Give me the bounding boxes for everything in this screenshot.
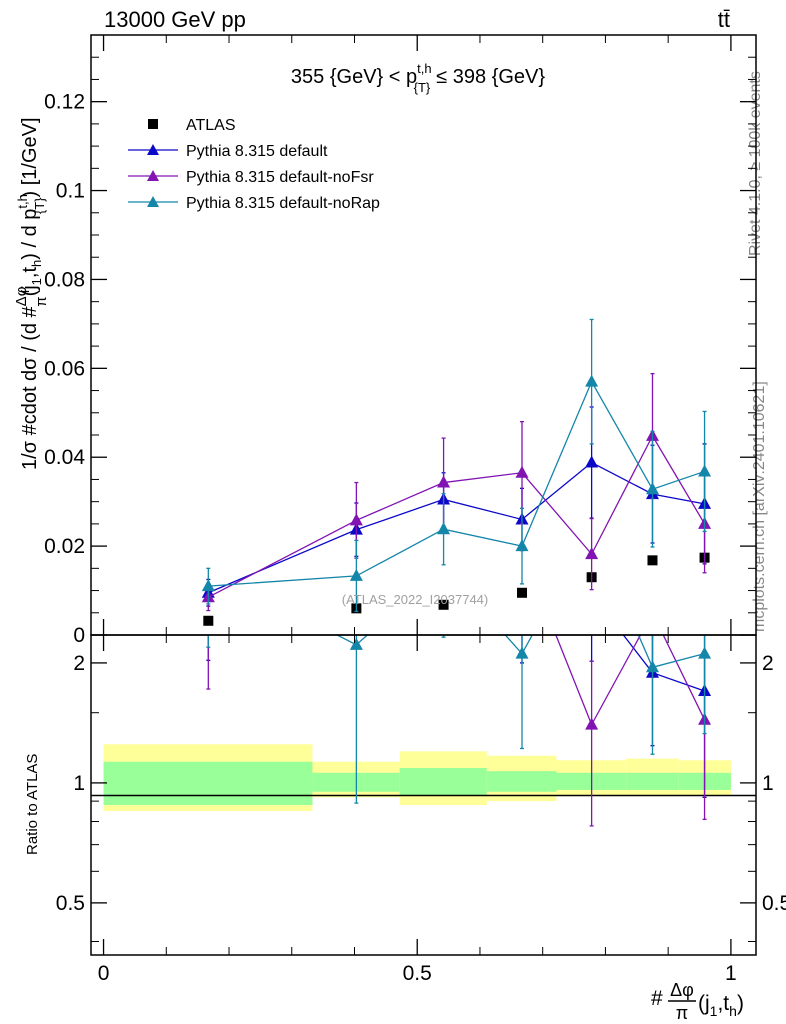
x-label-frac-den: π xyxy=(676,1003,688,1023)
header-left: 13000 GeV pp xyxy=(104,7,246,32)
x-tick-label-0: 0 xyxy=(98,962,110,985)
axes: 0 0.02 0.04 0.06 0.08 0.1 0.12 0.5 0.5 1 1 2 2 0 0.5 1 xyxy=(44,35,786,985)
y-tick-label-0: 0 xyxy=(73,624,85,647)
analysis-watermark: (ATLAS_2022_I2037744) xyxy=(342,592,488,607)
x-label-rest: (j1,th) xyxy=(698,992,744,1019)
x-tick-label-1: 0.5 xyxy=(403,962,432,985)
series-2-point-1 xyxy=(349,513,363,526)
ratio-tick-label-0: 0.5 xyxy=(56,892,85,915)
series-3-point-5 xyxy=(645,482,659,495)
x-axis-label: # Δφ π (j1,th) xyxy=(651,980,744,1023)
ratio-band-inner-5 xyxy=(626,772,679,790)
ratio-tick-label-right-0: 0.5 xyxy=(762,892,786,915)
y-tick-label-6: 0.12 xyxy=(44,91,85,114)
series-2-line xyxy=(208,434,706,598)
series-3-ratio-point-1 xyxy=(349,637,363,650)
series-3-point-4 xyxy=(585,374,599,387)
series-0-point-3 xyxy=(516,587,527,598)
legend-label-default: Pythia 8.315 default xyxy=(186,143,328,160)
x-tick-label-2: 1 xyxy=(725,962,737,985)
series-1-point-4 xyxy=(585,455,599,468)
ratio-tick-label-right-2: 2 xyxy=(762,652,774,675)
series-0-point-2 xyxy=(438,599,449,610)
series-2-point-2 xyxy=(437,475,451,488)
series-1-ratio-point-3 xyxy=(515,601,528,613)
series-2-ratio-point-5 xyxy=(646,606,659,618)
ratio-band-inner-0 xyxy=(103,761,313,806)
legend-marker-norap xyxy=(147,196,159,207)
series-3-point-0 xyxy=(201,579,215,592)
ratio-tick-label-right-1: 1 xyxy=(762,772,774,795)
series-0-point-0 xyxy=(203,615,214,626)
ratio-bands xyxy=(103,744,731,812)
y-tick-label-2: 0.04 xyxy=(44,446,85,469)
series-2-ratio-point-4 xyxy=(585,717,599,730)
main-series xyxy=(201,318,712,626)
series-2-point-3 xyxy=(515,465,529,478)
mcplots-label: mcplots.cern.ch [arXiv:2401.10621] xyxy=(751,381,768,632)
series-0-point-5 xyxy=(647,555,658,566)
series-3-point-2 xyxy=(437,522,451,535)
ratio-tick-label-1: 1 xyxy=(73,772,85,795)
header-right: tt̄ xyxy=(718,7,730,32)
y-tick-label-1: 0.02 xyxy=(44,535,85,558)
series-3-line xyxy=(208,380,705,587)
legend-label-atlas: ATLAS xyxy=(186,117,236,134)
ratio-frame xyxy=(90,634,757,956)
legend-label-nofsr: Pythia 8.315 default-noFsr xyxy=(186,169,374,186)
ratio-tick-label-2: 2 xyxy=(73,652,85,675)
series-3-ratio-point-5 xyxy=(645,660,659,673)
series-3-point-3 xyxy=(515,539,529,552)
series-3-point-1 xyxy=(349,568,363,581)
legend-marker-nofsr xyxy=(147,170,159,181)
series-2-ratio-line xyxy=(555,635,706,727)
series-3-point-6 xyxy=(698,464,712,477)
legend-label-norap: Pythia 8.315 default-noRap xyxy=(186,195,380,212)
series-3-ratio-point-6 xyxy=(698,646,712,659)
chart-title: 355 {GeV} < pt,h {T} ≤ 398 {GeV} xyxy=(291,61,545,95)
y-tick-label-4: 0.08 xyxy=(44,268,85,291)
x-label-frac-num: Δφ xyxy=(670,980,694,1000)
ratio-band-inner-2 xyxy=(399,767,487,796)
series-2-point-4 xyxy=(585,547,599,560)
y-tick-label-3: 0.06 xyxy=(44,357,85,380)
ratio-band-inner-3 xyxy=(486,771,557,792)
legend: ATLAS Pythia 8.315 default Pythia 8.315 … xyxy=(128,117,380,212)
x-label-hash: # xyxy=(651,987,663,1010)
ratio-series xyxy=(206,601,712,827)
y-tick-label-5: 0.1 xyxy=(56,180,85,203)
legend-marker-atlas xyxy=(148,119,158,129)
y-axis-label: 1/σ #cdot dσ / (d #Δφ π(j1,th) / d pt,h {T… xyxy=(13,117,50,470)
ratio-y-axis-label: Ratio to ATLAS xyxy=(24,754,41,855)
series-3-ratio-point-3 xyxy=(515,646,529,659)
series-1-line xyxy=(208,461,705,594)
legend-marker-default xyxy=(147,144,159,155)
